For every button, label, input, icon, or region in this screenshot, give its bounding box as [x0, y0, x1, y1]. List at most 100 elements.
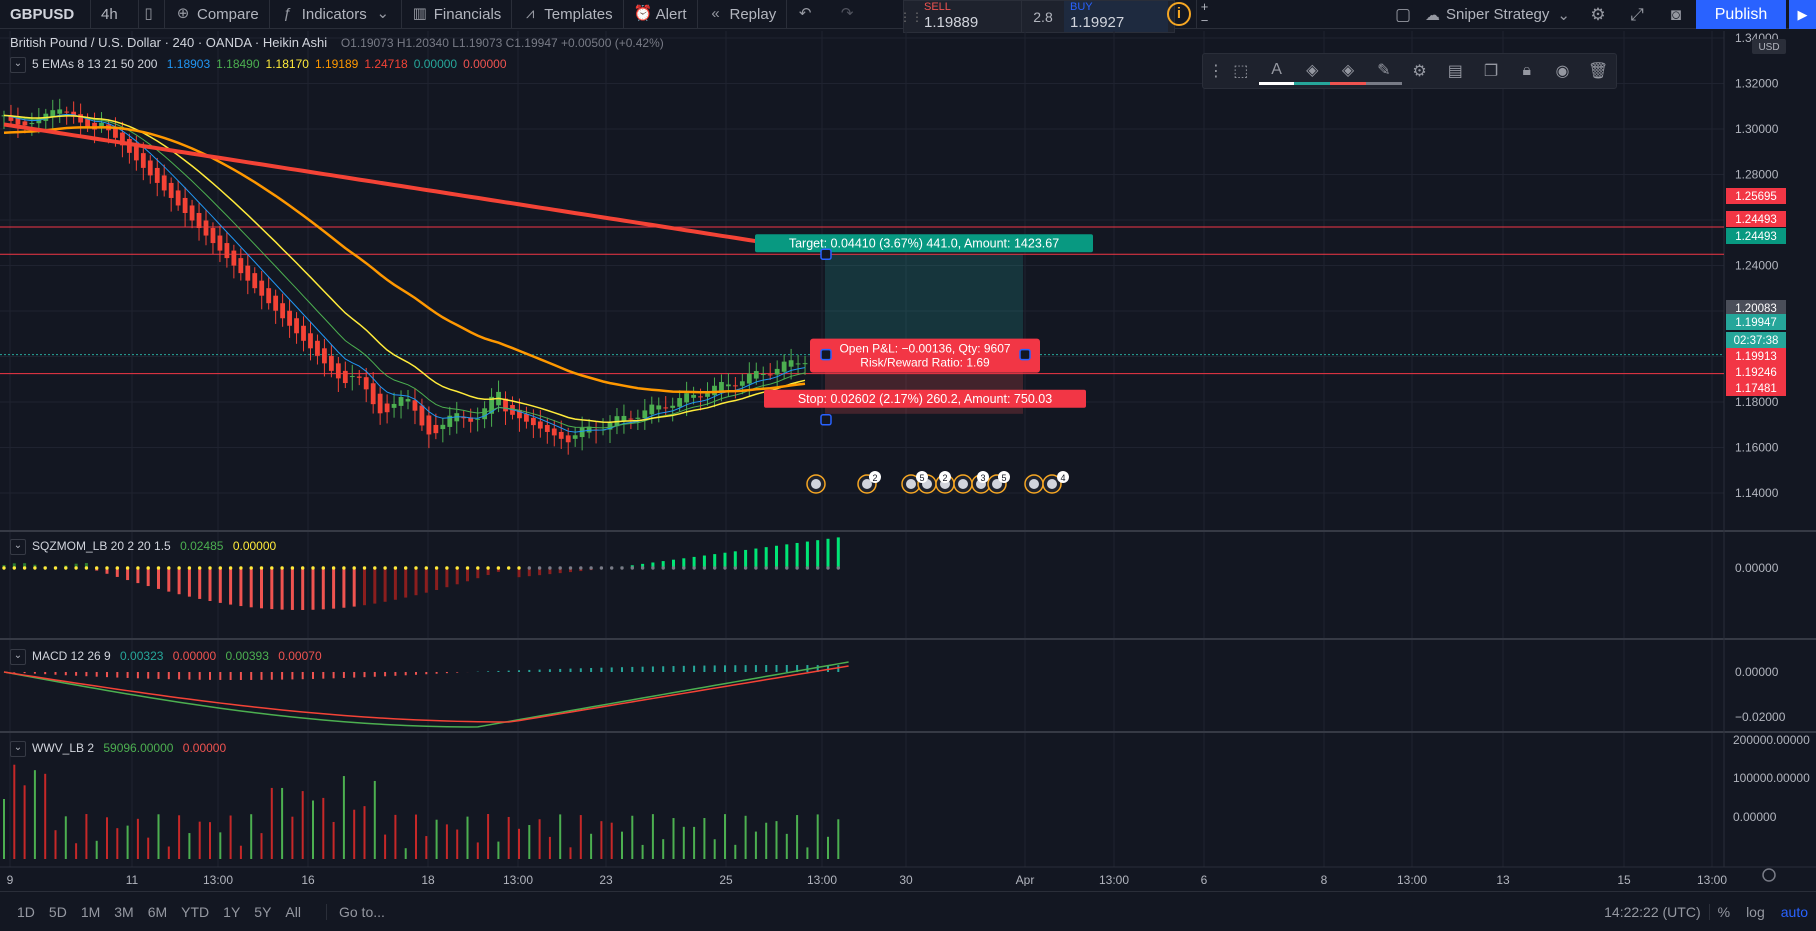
wwv-bar [64, 816, 67, 859]
macd-hist-bar [13, 672, 16, 673]
sqz-bar [517, 568, 521, 578]
macd-hist-bar [548, 669, 551, 672]
alert-button[interactable]: ⏰ Alert [624, 0, 698, 29]
lock-icon[interactable]: 🔒︎ [1522, 62, 1531, 79]
pnl-box[interactable] [810, 338, 1040, 373]
chart-canvas[interactable]: Target: 0.04410 (3.67%) 441.0, Amount: 1… [0, 31, 1816, 887]
range-button-5y[interactable]: 5Y [254, 903, 272, 920]
pencil-icon[interactable]: ✎ [1365, 57, 1402, 85]
select-area-icon[interactable]: ⬚ [1233, 63, 1249, 80]
collapse-icon[interactable]: ⌄ [10, 57, 26, 73]
templates-button[interactable]: ⩘ Templates [512, 0, 624, 29]
publish-button[interactable]: Publish [1696, 0, 1786, 29]
drag-handle[interactable] [820, 414, 832, 426]
function-icon: ƒ [283, 5, 292, 22]
signal-line [3, 665, 849, 723]
fill-bucket-red-icon[interactable]: ◈ [1330, 57, 1366, 85]
sqz-dot [249, 566, 253, 570]
info-icon[interactable]: i [1167, 2, 1191, 26]
chart-style-button[interactable]: ▯ [139, 0, 165, 29]
quantity-stepper[interactable]: + − [1196, 0, 1212, 29]
sqz-bar [363, 568, 366, 606]
fullscreen-rect-icon[interactable]: ▢ [1394, 4, 1412, 24]
price-tag [1726, 380, 1786, 396]
strategy-selector[interactable]: ☁ Sniper Strategy ⌄ [1425, 0, 1570, 29]
play-icon[interactable]: ▶ [1789, 0, 1816, 29]
wwv-bar [33, 770, 36, 859]
range-button-5d[interactable]: 5D [48, 903, 67, 920]
macd-tick: −0.02000 [1735, 710, 1786, 724]
financials-button[interactable]: ▥ Financials [402, 0, 513, 29]
range-button-6m[interactable]: 6M [147, 903, 168, 920]
range-button-1d[interactable]: 1D [17, 903, 35, 920]
collapse-icon[interactable]: ⌄ [10, 539, 26, 555]
wwv-bar [136, 818, 139, 859]
range-button-1m[interactable]: 1M [80, 903, 101, 920]
symbol-search[interactable]: GBPUSD [0, 0, 91, 29]
goto-button[interactable]: Go to... [325, 903, 385, 920]
sqz-dot [290, 566, 295, 570]
fill-bucket-icon[interactable]: ◈ [1294, 57, 1331, 85]
sell-button[interactable]: SELL 1.19889 [918, 1, 1022, 32]
candle [802, 363, 808, 365]
auto-toggle[interactable]: auto [1780, 904, 1808, 920]
target-label-bg[interactable] [755, 234, 1093, 253]
range-button-3m[interactable]: 3M [114, 903, 134, 920]
candle [335, 363, 341, 379]
wwv-bar [734, 844, 737, 859]
log-toggle[interactable]: log [1746, 904, 1765, 920]
macd-hist-bar [23, 672, 26, 674]
sqz-dot [362, 566, 367, 570]
drag-handle[interactable] [820, 248, 832, 261]
text-color-icon[interactable]: A [1258, 57, 1295, 85]
wwv-bar [209, 822, 211, 859]
range-button-ytd[interactable]: YTD [181, 903, 210, 920]
percent-toggle[interactable]: % [1708, 904, 1738, 920]
sqz-bar [321, 568, 325, 610]
eye-icon[interactable]: ◉ [1555, 63, 1570, 80]
drag-handle[interactable] [1019, 348, 1031, 361]
drag-handle-icon[interactable]: ⋮⋮ [899, 9, 923, 24]
copy-icon[interactable]: ❐ [1483, 63, 1499, 80]
wwv-bar [415, 814, 417, 859]
candle [753, 371, 759, 379]
candle [489, 396, 494, 414]
macd-hist-bar [363, 672, 366, 678]
collapse-icon[interactable]: ⌄ [10, 741, 26, 757]
stop-label-bg[interactable] [764, 389, 1086, 408]
chart-area[interactable]: Target: 0.04410 (3.67%) 441.0, Amount: 1… [0, 31, 1816, 887]
drag-handle-icon[interactable]: ⋮ [1208, 63, 1224, 80]
replay-button[interactable]: « Replay [698, 0, 788, 29]
minus-icon[interactable]: − [1200, 13, 1209, 28]
plus-icon[interactable]: + [1200, 0, 1209, 14]
candle [217, 235, 223, 251]
wwv-bar [373, 780, 376, 859]
indicators-button[interactable]: ƒ Indicators ⌄ [270, 0, 402, 29]
interval-selector[interactable]: 4h [91, 0, 139, 29]
settings-gear-icon[interactable] [1762, 868, 1776, 882]
candle [377, 393, 383, 414]
buy-button[interactable]: BUY 1.19927 [1064, 1, 1168, 32]
trash-icon[interactable]: 🗑︎ [1588, 63, 1609, 80]
macd-tick: 0.00000 [1735, 665, 1779, 679]
sqz-bar [146, 568, 150, 587]
wwv-bar [54, 830, 57, 859]
undo-button[interactable]: ↶ [787, 0, 829, 29]
redo-button[interactable]: ↷ [829, 0, 871, 29]
macd-hist-bar [456, 672, 459, 673]
sqz-dot [723, 566, 727, 570]
expand-icon[interactable]: ⤢ [1630, 4, 1644, 24]
layers-icon[interactable]: ▤ [1447, 63, 1463, 80]
compare-button[interactable]: ⊕ Compare [165, 0, 270, 29]
sqz-dot [115, 566, 120, 570]
range-button-1y[interactable]: 1Y [223, 903, 241, 920]
drag-handle[interactable] [820, 348, 832, 361]
wwv-bar [404, 848, 407, 859]
collapse-icon[interactable]: ⌄ [10, 649, 26, 665]
candle [342, 370, 348, 384]
gear-icon[interactable]: ⚙ [1412, 63, 1427, 80]
range-button-all[interactable]: All [285, 903, 301, 920]
sqz-bar [692, 556, 696, 568]
gear-icon[interactable]: ⚙ [1590, 4, 1606, 24]
camera-icon[interactable]: ◙ [1670, 4, 1682, 24]
